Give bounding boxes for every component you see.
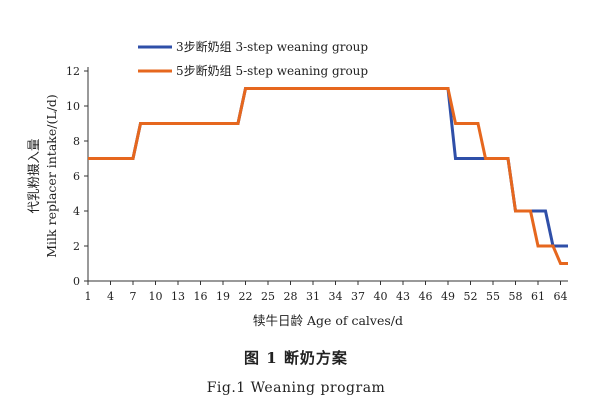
x-tick-label: 13	[171, 290, 185, 303]
x-tick-label: 10	[149, 290, 163, 303]
x-tick-label: 19	[216, 290, 230, 303]
x-tick-label: 55	[486, 290, 500, 303]
figure-caption-en: Fig.1 Weaning program	[206, 380, 386, 396]
y-tick-label: 6	[73, 170, 80, 183]
x-tick-label: 61	[531, 290, 545, 303]
y-axis-label-en: Milk replacer intake/(L/d)	[44, 94, 59, 258]
x-tick-label: 43	[396, 290, 410, 303]
y-tick-label: 12	[66, 65, 80, 78]
x-tick-label: 34	[329, 290, 343, 303]
x-tick-label: 1	[85, 290, 92, 303]
figure-caption-cn: 图 1 断奶方案	[244, 349, 348, 367]
chart-axes	[87, 67, 568, 282]
series-line-2	[88, 87, 568, 265]
y-axis-label-group: 代乳粉摄入量 Milk replacer intake/(L/d)	[26, 94, 59, 258]
y-tick-label: 0	[73, 275, 80, 288]
x-tick-label: 28	[284, 290, 298, 303]
y-tick-label: 8	[73, 135, 80, 148]
x-tick-label: 7	[130, 290, 137, 303]
y-tick-label: 4	[73, 205, 80, 218]
x-tick-label: 16	[194, 290, 208, 303]
x-tick-label: 31	[306, 290, 320, 303]
legend-label-2: 5步断奶组 5-step weaning group	[176, 63, 368, 78]
x-tick-label: 40	[374, 290, 388, 303]
x-tick-label: 25	[261, 290, 275, 303]
x-tick-label: 4	[107, 290, 114, 303]
y-tick-label: 2	[73, 240, 80, 253]
chart-ticks: 1 4 7 10 13 16 19 22 25 28 31 34 37 40 43 46 49 52 55 58 61 6…	[66, 65, 568, 303]
x-tick-label: 64	[554, 290, 568, 303]
y-tick-label: 10	[66, 100, 80, 113]
chart-legend: 3步断奶组 3-step weaning group 5步断奶组 5-step w…	[138, 39, 368, 78]
legend-label-1: 3步断奶组 3-step weaning group	[176, 39, 368, 54]
x-tick-label: 52	[464, 290, 478, 303]
y-axis-label: 代乳粉摄入量	[26, 138, 41, 213]
x-tick-label: 58	[509, 290, 523, 303]
x-tick-label: 22	[239, 290, 253, 303]
x-tick-label: 46	[419, 290, 433, 303]
x-tick-label: 49	[441, 290, 455, 303]
chart-series	[88, 87, 568, 265]
x-axis-label: 犊牛日龄 Age of calves/d	[253, 313, 403, 328]
x-tick-label: 37	[351, 290, 365, 303]
series-line-1	[88, 87, 568, 248]
